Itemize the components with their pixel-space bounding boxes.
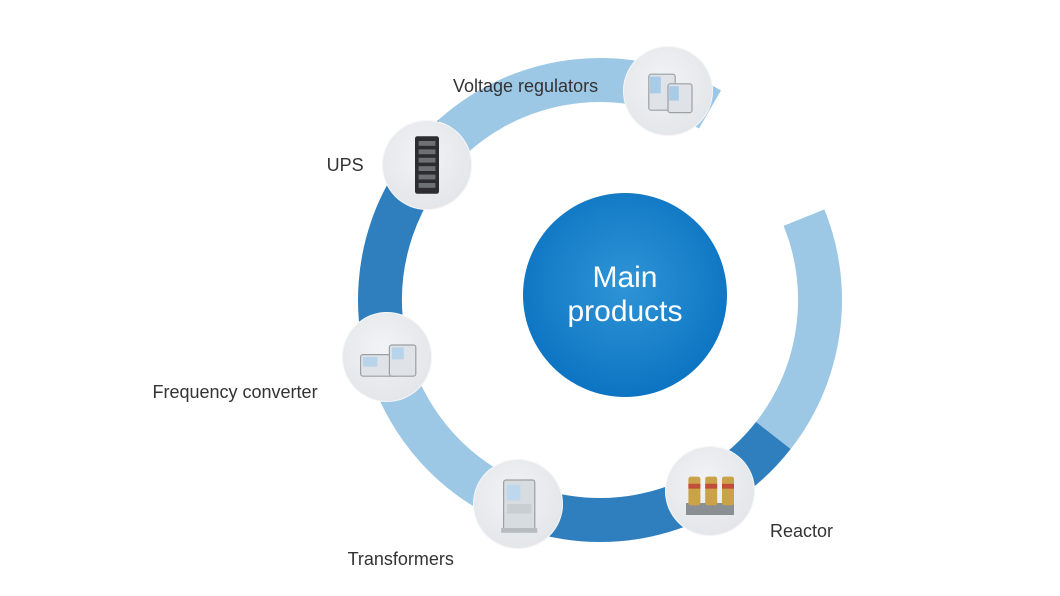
node-voltage-regulators <box>623 46 713 136</box>
label-voltage-regulators: Voltage regulators <box>453 76 598 97</box>
frequency-converter-device-icon <box>351 321 423 393</box>
ring-segment-0 <box>773 218 820 436</box>
ups-device-icon <box>391 129 463 201</box>
node-transformers <box>473 459 563 549</box>
voltage-regulators-device-icon <box>632 55 704 127</box>
node-reactor <box>665 446 755 536</box>
node-ups <box>382 120 472 210</box>
center-main-products: Main products <box>523 193 727 397</box>
label-frequency-converter: Frequency converter <box>152 382 317 403</box>
label-reactor: Reactor <box>770 521 833 542</box>
label-ups: UPS <box>327 155 364 176</box>
transformers-device-icon <box>482 468 554 540</box>
label-transformers: Transformers <box>348 549 454 570</box>
node-frequency-converter <box>342 312 432 402</box>
reactor-device-icon <box>674 455 746 527</box>
center-label: Main products <box>567 261 682 330</box>
